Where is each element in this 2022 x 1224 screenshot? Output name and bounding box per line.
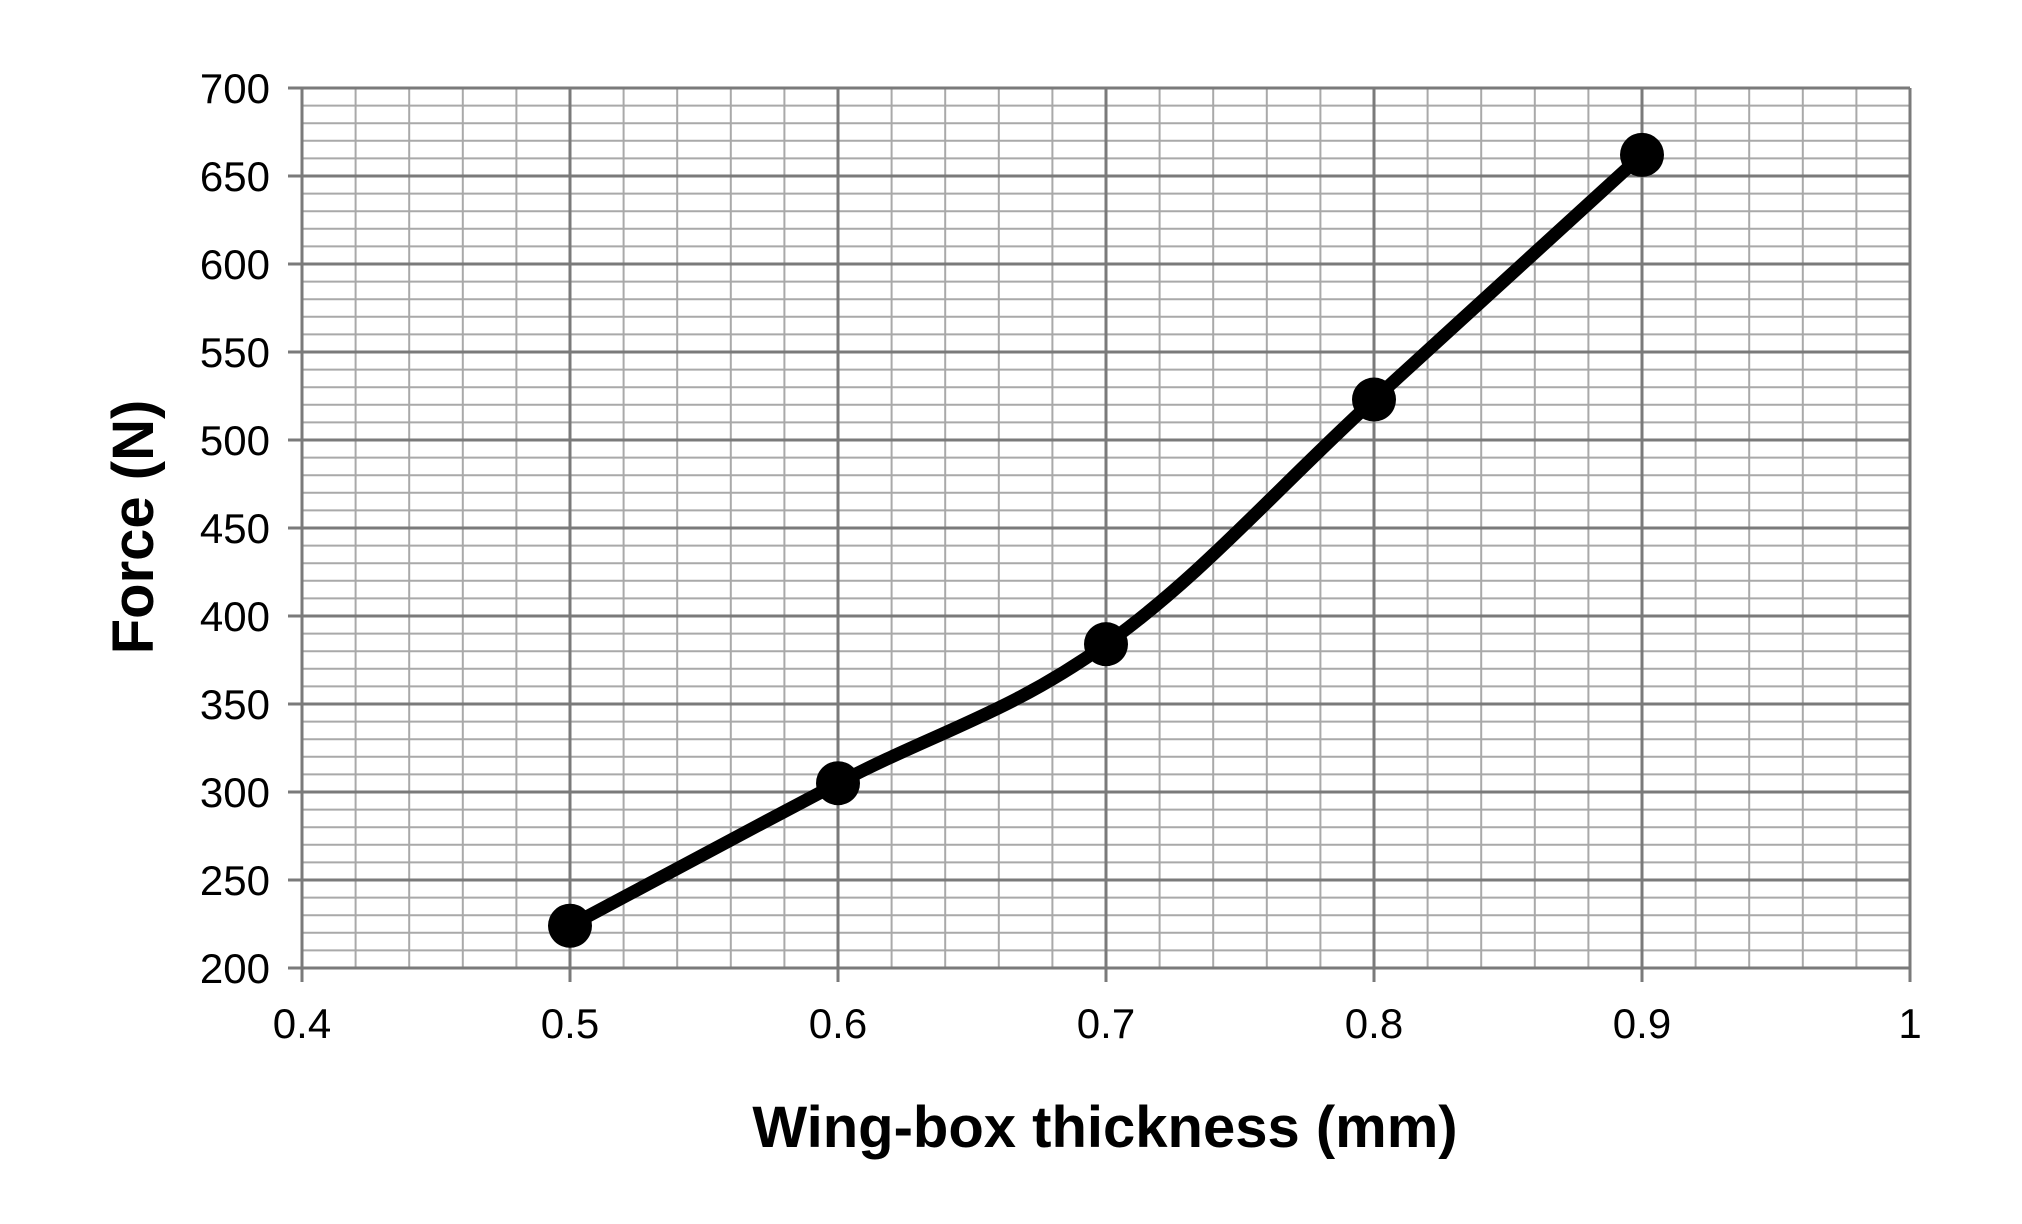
y-axis-title: Force (N) [101,400,166,655]
x-tick-labels: 0.4 0.5 0.6 0.7 0.8 0.9 1 [273,1000,1922,1047]
y-tick-label: 300 [200,769,270,816]
x-tick-label: 0.8 [1345,1000,1403,1047]
y-tick-labels: 200 250 300 350 400 450 500 550 600 650 700 [200,65,270,992]
y-tick-label: 400 [200,593,270,640]
y-tick-label: 200 [200,945,270,992]
y-tick-label: 500 [200,417,270,464]
y-tick-label: 550 [200,329,270,376]
y-tick-label: 450 [200,505,270,552]
x-tick-label: 1 [1898,1000,1921,1047]
x-axis-title: Wing-box thickness (mm) [752,1095,1457,1160]
y-tick-label: 350 [200,681,270,728]
data-point [816,761,860,806]
x-tick-label: 0.4 [273,1000,331,1047]
y-tick-label: 650 [200,153,270,200]
axes [288,86,1912,982]
y-tick-label: 700 [200,65,270,112]
data-point [548,903,592,948]
x-tick-label: 0.7 [1077,1000,1135,1047]
y-tick-label: 250 [200,857,270,904]
data-point [1620,132,1664,177]
x-tick-label: 0.6 [809,1000,867,1047]
x-tick-label: 0.9 [1613,1000,1671,1047]
series-points [548,132,1664,948]
y-tick-label: 600 [200,241,270,288]
data-point [1352,377,1396,422]
major-gridlines [300,86,1912,970]
data-point [1084,622,1128,667]
x-tick-label: 0.5 [541,1000,599,1047]
